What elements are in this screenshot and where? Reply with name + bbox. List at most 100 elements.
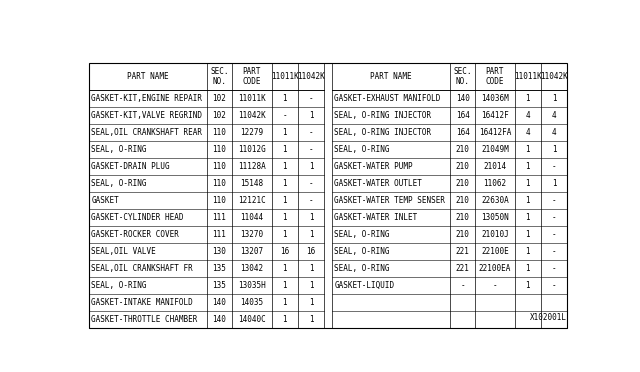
Text: 1: 1: [525, 213, 530, 222]
Text: 11011K: 11011K: [514, 72, 542, 81]
Text: 12121C: 12121C: [238, 196, 266, 205]
Text: 210: 210: [456, 213, 470, 222]
Text: 1: 1: [525, 264, 530, 273]
Text: SEAL, O-RING: SEAL, O-RING: [92, 145, 147, 154]
Text: 1: 1: [282, 213, 287, 222]
Text: 11011K: 11011K: [238, 94, 266, 103]
Text: 210: 210: [456, 196, 470, 205]
Text: 1: 1: [282, 128, 287, 137]
Text: SEAL, O-RING: SEAL, O-RING: [335, 264, 390, 273]
Text: 1: 1: [308, 315, 314, 324]
Text: 13207: 13207: [240, 247, 264, 256]
Text: 1: 1: [308, 281, 314, 290]
Text: 140: 140: [212, 298, 227, 307]
Text: 221: 221: [456, 247, 470, 256]
Text: 1: 1: [282, 315, 287, 324]
Text: 4: 4: [525, 128, 530, 137]
Text: 1: 1: [525, 281, 530, 290]
Text: 135: 135: [212, 281, 227, 290]
Text: -: -: [308, 128, 314, 137]
Text: 1: 1: [525, 230, 530, 239]
Text: 111: 111: [212, 213, 227, 222]
Text: 164: 164: [456, 111, 470, 120]
Text: 11062: 11062: [483, 179, 506, 188]
Text: SEAL,OIL CRANKSHAFT FR: SEAL,OIL CRANKSHAFT FR: [92, 264, 193, 273]
Text: 11042K: 11042K: [540, 72, 568, 81]
Text: 13035H: 13035H: [238, 281, 266, 290]
Text: 11011K: 11011K: [271, 72, 299, 81]
Text: SEAL,OIL CRANKSHAFT REAR: SEAL,OIL CRANKSHAFT REAR: [92, 128, 202, 137]
Text: 1: 1: [282, 162, 287, 171]
Text: 130: 130: [212, 247, 227, 256]
Text: 1: 1: [282, 264, 287, 273]
Text: 1: 1: [282, 230, 287, 239]
Text: 21049M: 21049M: [481, 145, 509, 154]
Text: 13050N: 13050N: [481, 213, 509, 222]
Text: 1: 1: [525, 247, 530, 256]
Text: 22100EA: 22100EA: [479, 264, 511, 273]
Text: 22630A: 22630A: [481, 196, 509, 205]
Text: 1: 1: [525, 162, 530, 171]
Text: 4: 4: [552, 128, 556, 137]
Text: GASKET-WATER PUMP: GASKET-WATER PUMP: [335, 162, 413, 171]
Text: 22100E: 22100E: [481, 247, 509, 256]
Text: GASKET-WATER INLET: GASKET-WATER INLET: [335, 213, 418, 222]
Text: 210: 210: [456, 162, 470, 171]
Text: GASKET-WATER OUTLET: GASKET-WATER OUTLET: [335, 179, 422, 188]
Text: 11042K: 11042K: [297, 72, 325, 81]
Text: 16412FA: 16412FA: [479, 128, 511, 137]
Text: 210: 210: [456, 145, 470, 154]
Text: -: -: [552, 213, 556, 222]
Text: -: -: [552, 196, 556, 205]
Text: 4: 4: [525, 111, 530, 120]
Text: 1: 1: [282, 94, 287, 103]
Text: -: -: [308, 196, 314, 205]
Text: -: -: [282, 111, 287, 120]
Text: 1: 1: [308, 230, 314, 239]
Text: 11128A: 11128A: [238, 162, 266, 171]
Text: 110: 110: [212, 179, 227, 188]
Text: SEAL, O-RING: SEAL, O-RING: [335, 145, 390, 154]
Text: GASKET-EXHAUST MANIFOLD: GASKET-EXHAUST MANIFOLD: [335, 94, 441, 103]
Text: 102: 102: [212, 111, 227, 120]
Text: 16412F: 16412F: [481, 111, 509, 120]
Text: GASKET-KIT,VALVE REGRIND: GASKET-KIT,VALVE REGRIND: [92, 111, 202, 120]
Text: -: -: [552, 230, 556, 239]
Text: GASKET-ROCKER COVER: GASKET-ROCKER COVER: [92, 230, 179, 239]
Text: PART
CODE: PART CODE: [243, 67, 261, 86]
Text: GASKET-DRAIN PLUG: GASKET-DRAIN PLUG: [92, 162, 170, 171]
Text: GASKET-CYLINDER HEAD: GASKET-CYLINDER HEAD: [92, 213, 184, 222]
Text: 1: 1: [308, 111, 314, 120]
Text: SEAL, O-RING: SEAL, O-RING: [92, 281, 147, 290]
Text: 1: 1: [525, 94, 530, 103]
Text: 21010J: 21010J: [481, 230, 509, 239]
Text: PART
CODE: PART CODE: [486, 67, 504, 86]
Text: SEAL, O-RING INJECTOR: SEAL, O-RING INJECTOR: [335, 111, 431, 120]
Text: 164: 164: [456, 128, 470, 137]
Text: 14040C: 14040C: [238, 315, 266, 324]
Text: SEAL, O-RING: SEAL, O-RING: [92, 179, 147, 188]
Text: 16: 16: [280, 247, 289, 256]
Text: 21014: 21014: [483, 162, 506, 171]
Text: 1: 1: [282, 281, 287, 290]
Text: -: -: [493, 281, 497, 290]
Text: 1: 1: [308, 213, 314, 222]
Text: 16: 16: [307, 247, 316, 256]
Text: X102001L: X102001L: [530, 313, 567, 322]
Text: 1: 1: [552, 179, 556, 188]
Text: 1: 1: [282, 196, 287, 205]
Text: 110: 110: [212, 145, 227, 154]
Text: SEC.
NO.: SEC. NO.: [211, 67, 228, 86]
Text: SEAL, O-RING INJECTOR: SEAL, O-RING INJECTOR: [335, 128, 431, 137]
Text: SEAL,OIL VALVE: SEAL,OIL VALVE: [92, 247, 156, 256]
Text: 11012G: 11012G: [238, 145, 266, 154]
Text: 1: 1: [308, 264, 314, 273]
Text: GASKET-KIT,ENGINE REPAIR: GASKET-KIT,ENGINE REPAIR: [92, 94, 202, 103]
Text: 1: 1: [552, 145, 556, 154]
Text: GASKET: GASKET: [92, 196, 119, 205]
Text: 140: 140: [456, 94, 470, 103]
Text: 140: 140: [212, 315, 227, 324]
Text: GASKET-THROTTLE CHAMBER: GASKET-THROTTLE CHAMBER: [92, 315, 198, 324]
Text: 11042K: 11042K: [238, 111, 266, 120]
Text: -: -: [308, 179, 314, 188]
